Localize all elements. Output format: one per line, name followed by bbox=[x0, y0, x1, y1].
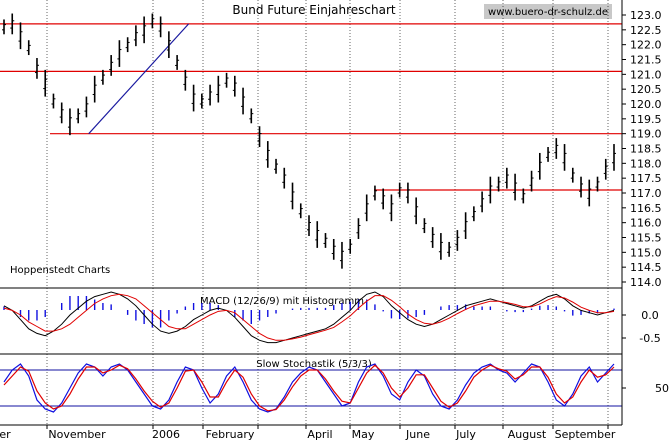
price-axis-label: 122.0 bbox=[630, 39, 662, 52]
x-axis-label: April bbox=[307, 428, 332, 441]
price-axis-label: 116.5 bbox=[630, 202, 662, 215]
stoch-title: Slow Stochastik (5/3/3) bbox=[256, 359, 372, 370]
macd-line bbox=[3, 291, 615, 344]
price-axis-label: 118.5 bbox=[630, 143, 662, 156]
x-axis-label: November bbox=[48, 428, 106, 441]
price-axis-label: 121.5 bbox=[630, 54, 662, 67]
macd-panel bbox=[3, 291, 615, 344]
trendline bbox=[88, 23, 190, 135]
macd-signal-line bbox=[3, 293, 615, 341]
price-axis-label: 119.0 bbox=[630, 128, 662, 141]
stoch-d-line bbox=[3, 364, 615, 412]
x-axis-label: er bbox=[0, 428, 11, 441]
stoch-axis-label: 50 bbox=[655, 382, 669, 395]
watermark-bg bbox=[484, 4, 612, 19]
x-axis-label: July bbox=[455, 428, 476, 441]
chart-title: Bund Future Einjahreschart bbox=[232, 3, 396, 17]
x-axis-label: 2006 bbox=[152, 428, 180, 441]
price-axis-label: 116.0 bbox=[630, 217, 662, 230]
stoch-k-line bbox=[3, 363, 615, 413]
price-panel bbox=[0, 13, 622, 269]
price-axis-label: 119.5 bbox=[630, 113, 662, 126]
watermark-text: www.buero-dr-schulz.de bbox=[488, 7, 608, 18]
price-axis-label: 118.0 bbox=[630, 157, 662, 170]
price-axis-label: 123.0 bbox=[630, 9, 662, 22]
price-axis-label: 115.0 bbox=[630, 246, 662, 259]
macd-axis-label: 0.0 bbox=[641, 309, 659, 322]
price-axis-label: 117.0 bbox=[630, 187, 662, 200]
x-axis-label: June bbox=[405, 428, 430, 441]
x-axis-label: February bbox=[206, 428, 255, 441]
price-axis-label: 120.5 bbox=[630, 83, 662, 96]
price-axis-label: 115.5 bbox=[630, 232, 662, 245]
x-axis-label: September bbox=[555, 428, 616, 441]
price-axis-label: 120.0 bbox=[630, 98, 662, 111]
macd-axis-label: -0.5 bbox=[639, 332, 660, 345]
price-axis-label: 114.5 bbox=[630, 261, 662, 274]
price-axis-label: 117.5 bbox=[630, 172, 662, 185]
hoppenstedt-label: Hoppenstedt Charts bbox=[10, 265, 110, 276]
x-axis-label: May bbox=[352, 428, 375, 441]
x-axis-label: August bbox=[508, 428, 547, 441]
price-axis-label: 122.5 bbox=[630, 24, 662, 37]
price-axis-label: 121.0 bbox=[630, 68, 662, 81]
stoch-panel bbox=[0, 363, 622, 413]
price-axis-label: 114.0 bbox=[630, 276, 662, 289]
macd-title: MACD (12/26/9) mit Histogramm bbox=[200, 296, 364, 307]
